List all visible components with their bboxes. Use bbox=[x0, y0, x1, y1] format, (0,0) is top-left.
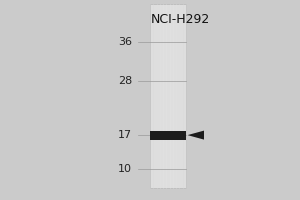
Polygon shape bbox=[188, 131, 204, 140]
Text: 10: 10 bbox=[118, 164, 132, 174]
Text: 17: 17 bbox=[118, 130, 132, 140]
Text: NCI-H292: NCI-H292 bbox=[150, 13, 210, 26]
Bar bbox=[150, 4, 186, 188]
Text: 28: 28 bbox=[118, 76, 132, 86]
Bar bbox=[150, 131, 186, 140]
Text: 36: 36 bbox=[118, 37, 132, 47]
